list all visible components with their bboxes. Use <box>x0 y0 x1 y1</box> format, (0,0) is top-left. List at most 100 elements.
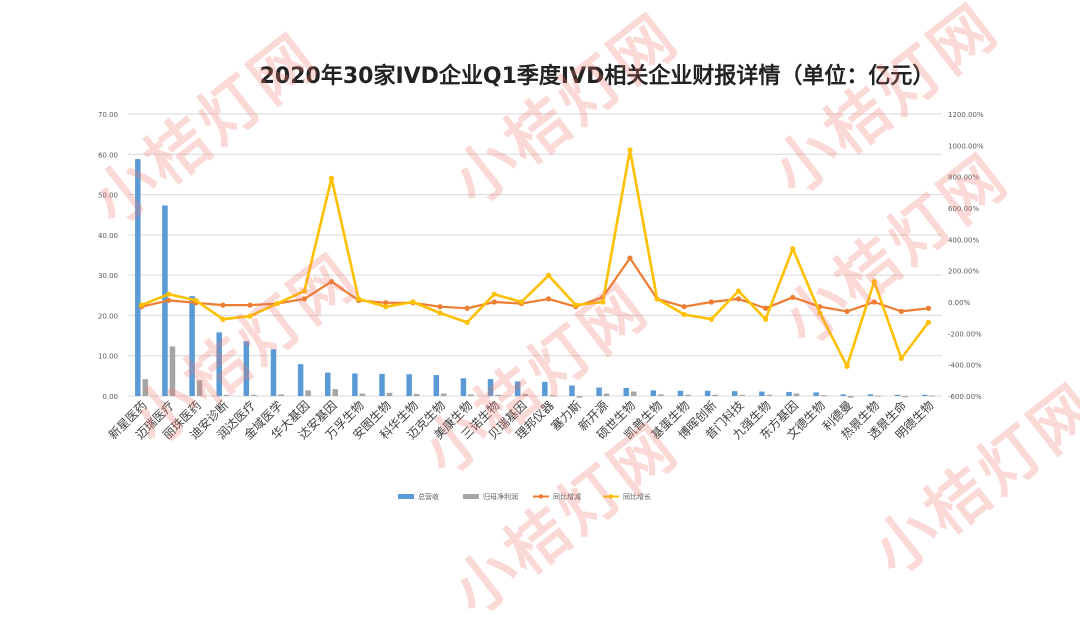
chart-plot: 0.00 10.00 20.00 30.00 40.00 50.00 60.00 70.00 -… <box>98 111 984 501</box>
yoy-growth-point <box>383 304 389 310</box>
revenue-bar <box>813 392 819 396</box>
yoy-change-point <box>708 299 714 305</box>
yoy-growth-point <box>138 302 145 308</box>
revenue-bar <box>216 332 222 396</box>
revenue-bar <box>325 372 331 396</box>
revenue-bar <box>460 378 467 396</box>
net-profit-bar <box>712 394 718 396</box>
yoy-change-point <box>545 296 552 302</box>
net-profit-bar <box>766 394 773 396</box>
legend-marker <box>608 494 614 499</box>
revenue-bar <box>406 374 412 396</box>
legend-swatch <box>463 494 479 499</box>
net-profit-bar <box>223 394 230 396</box>
yoy-growth-point <box>681 311 687 318</box>
net-profit-bar <box>413 393 420 396</box>
net-profit-bar <box>196 380 203 396</box>
legend-label: 同比增减 <box>553 492 581 501</box>
yoy-growth-point <box>817 310 823 316</box>
revenue-bar <box>379 373 385 396</box>
yoy-growth-point <box>247 313 253 319</box>
y-left-tick-label: 10.00 <box>98 353 118 361</box>
yoy-growth-point <box>410 299 416 305</box>
yoy-growth-point <box>356 296 362 302</box>
revenue-bar <box>135 159 141 396</box>
revenue-bar <box>433 375 440 396</box>
chart-container: 2020年30家IVD企业Q1季度IVD相关企业财报详情（单位：亿元） 0.00… <box>79 0 1080 629</box>
revenue-bar <box>894 394 901 396</box>
legend-label: 归母净利润 <box>483 492 518 501</box>
yoy-growth-point <box>220 316 226 322</box>
yoy-growth-point <box>627 147 633 153</box>
net-profit-bar <box>468 394 474 396</box>
net-profit-bar <box>386 392 393 396</box>
chart-title: 2020年30家IVD企业Q1季度IVD相关企业财报详情（单位：亿元） <box>259 64 935 89</box>
y-left-tick-label: 70.00 <box>98 111 118 119</box>
y-left-tick-label: 30.00 <box>98 272 118 280</box>
yoy-change-point <box>247 302 253 308</box>
yoy-growth-point <box>763 316 769 322</box>
yoy-growth-point <box>790 246 796 252</box>
net-profit-bar <box>359 393 366 396</box>
x-tick-label: 塞力斯 <box>548 398 584 434</box>
yoy-growth-point <box>328 175 335 181</box>
net-profit-bar <box>495 394 501 396</box>
yoy-growth-point <box>600 299 606 305</box>
revenue-bar <box>243 341 250 396</box>
yoy-growth-point <box>545 272 552 278</box>
yoy-change-point <box>790 294 796 300</box>
y-right-tick-label: -200.00% <box>948 330 982 338</box>
net-profit-bar <box>332 389 338 396</box>
revenue-bar <box>596 387 602 396</box>
net-profit-bar <box>875 395 881 397</box>
y-right-tick-label: 1200.00% <box>948 111 984 119</box>
net-profit-bar <box>576 396 583 398</box>
legend-label: 总营收 <box>418 492 439 501</box>
yoy-change-point <box>627 255 633 261</box>
y-left-tick-label: 50.00 <box>98 192 118 200</box>
revenue-bar <box>786 391 792 396</box>
yoy-growth-point <box>301 288 307 294</box>
yoy-change-point <box>328 279 335 285</box>
yoy-change-point <box>681 304 687 310</box>
y-left-tick-label: 40.00 <box>98 232 118 240</box>
net-profit-bar <box>658 394 664 396</box>
revenue-bar <box>542 381 548 396</box>
yoy-change-point <box>166 297 172 304</box>
revenue-bar <box>623 387 629 396</box>
y-left-tick-label: 0.00 <box>102 393 118 401</box>
yoy-growth-point <box>274 300 280 307</box>
y-right-tick-label: 800.00% <box>948 174 979 182</box>
net-profit-bar <box>142 379 149 396</box>
yoy-change-point <box>437 304 443 310</box>
y-right-tick-label: 600.00% <box>948 205 979 213</box>
net-profit-bar <box>793 393 800 396</box>
yoy-change-point <box>464 305 470 311</box>
yoy-change-point <box>735 296 742 302</box>
net-profit-bar <box>441 393 447 396</box>
net-profit-bar <box>630 391 637 396</box>
revenue-bar <box>514 381 521 396</box>
yoy-change-point <box>301 296 307 302</box>
revenue-bar <box>704 390 711 396</box>
yoy-growth-point <box>518 299 525 305</box>
legend-marker <box>538 494 544 499</box>
yoy-growth-point <box>925 319 932 325</box>
yoy-change-point <box>925 305 932 311</box>
net-profit-bar <box>820 395 827 397</box>
yoy-growth-point <box>654 296 660 302</box>
revenue-bar <box>297 364 304 396</box>
revenue-bar <box>732 391 738 396</box>
revenue-bar <box>650 390 657 396</box>
revenue-bar <box>677 390 684 396</box>
net-profit-bar <box>739 394 745 396</box>
yoy-growth-line <box>141 148 930 368</box>
net-profit-bar <box>305 390 311 396</box>
y-right-tick-label: -600.00% <box>948 393 982 401</box>
revenue-bar <box>352 373 358 396</box>
revenue-bar <box>840 394 847 396</box>
net-profit-bar <box>685 394 691 396</box>
yoy-growth-point <box>735 288 742 294</box>
revenue-bar <box>867 394 874 396</box>
y-left-tick-label: 20.00 <box>98 312 118 320</box>
